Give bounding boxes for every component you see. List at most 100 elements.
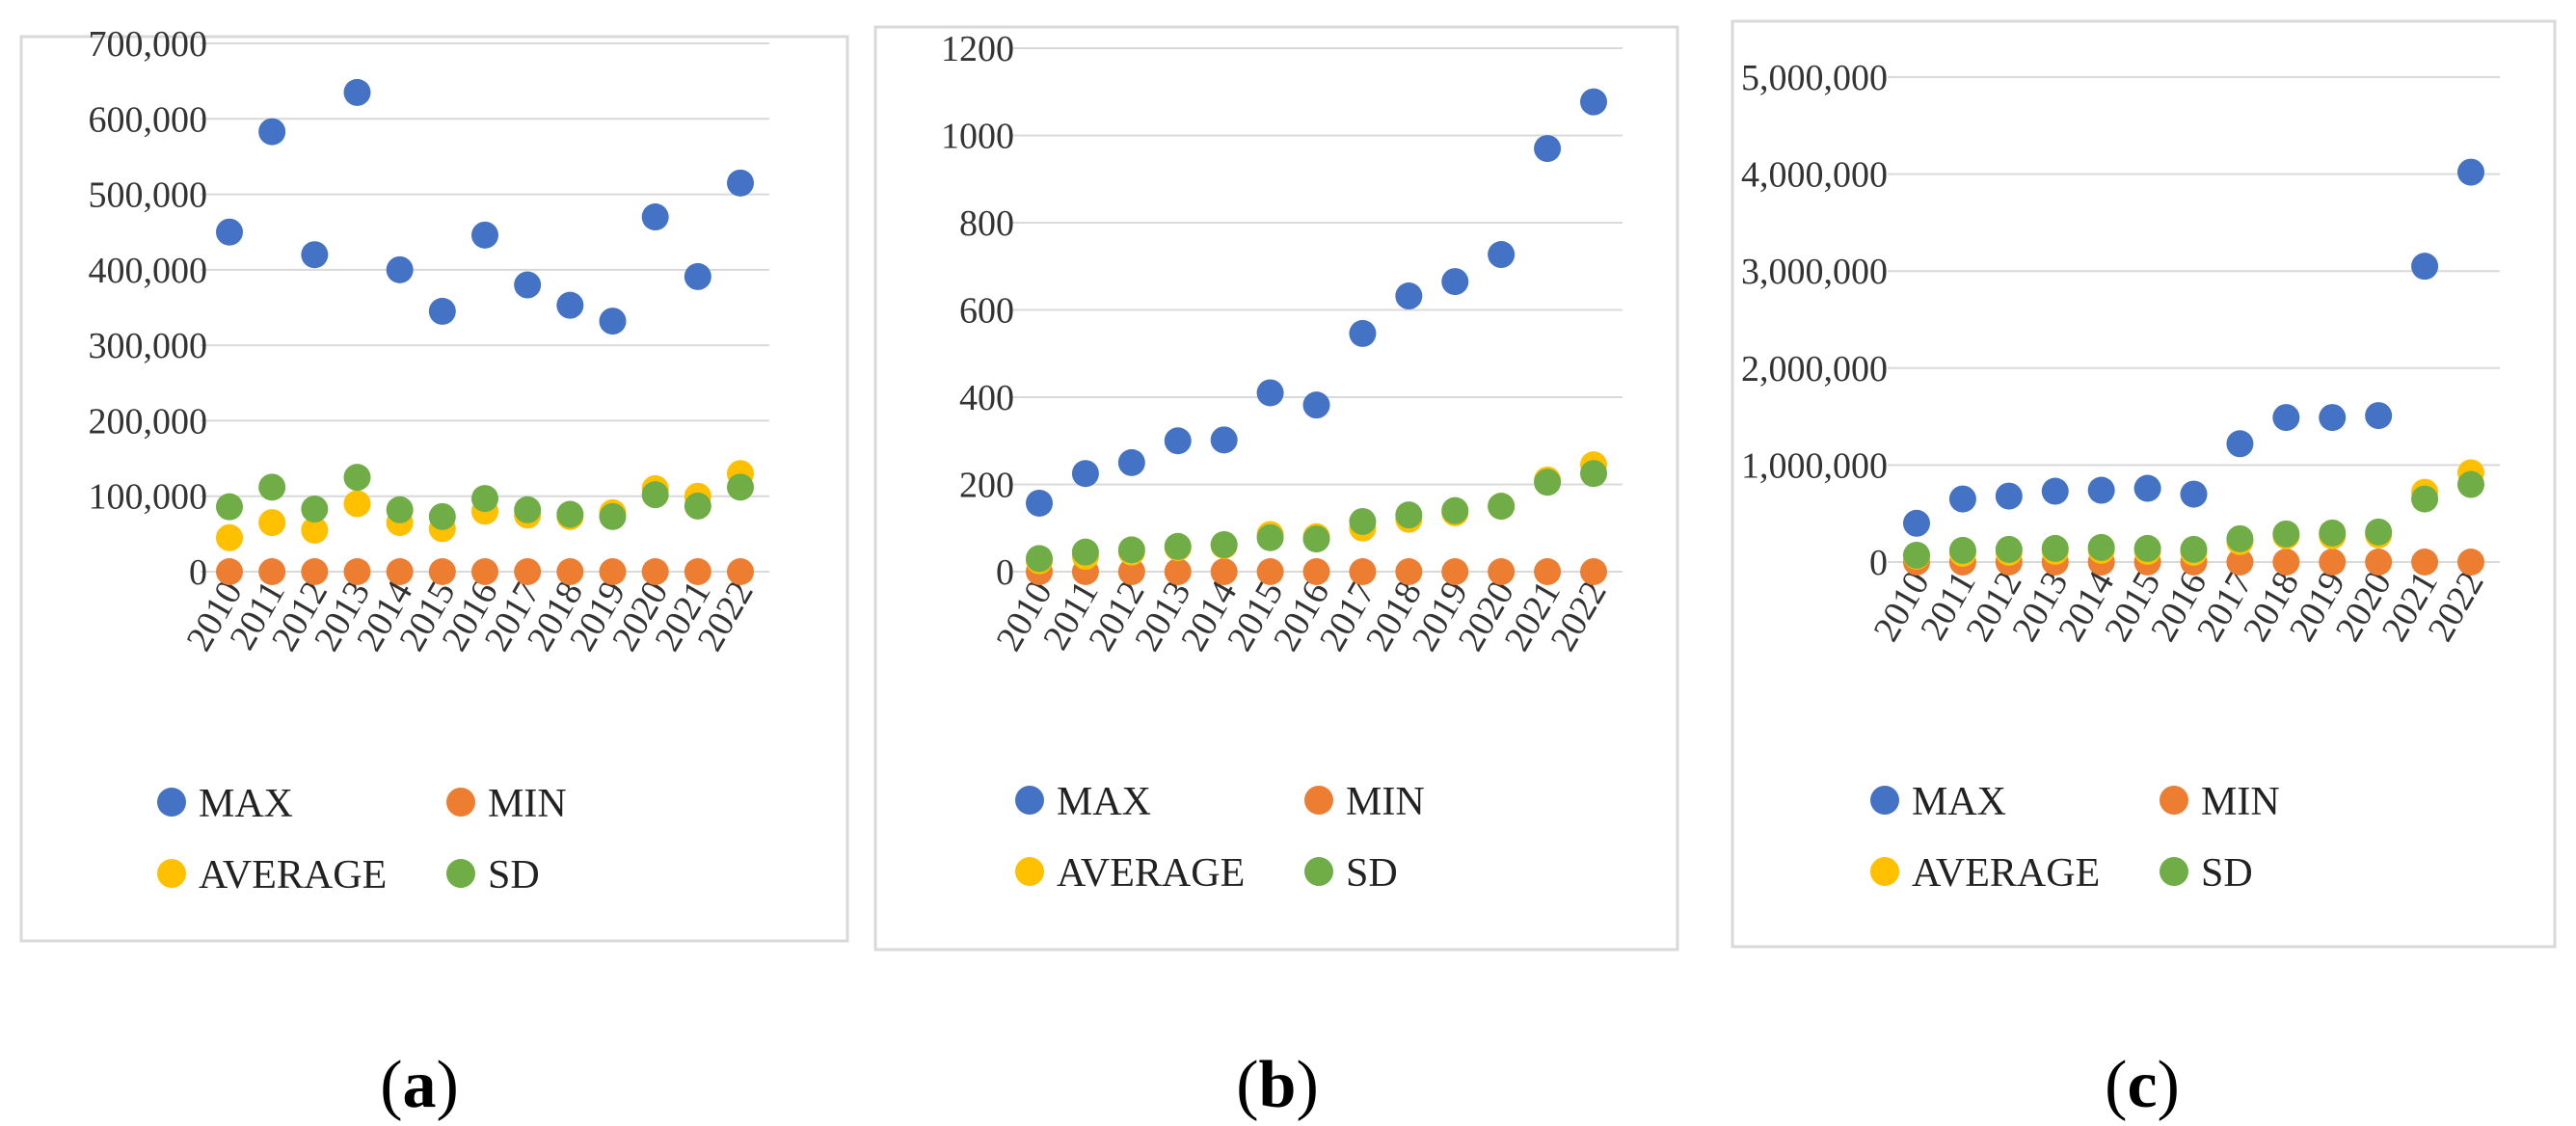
point-min <box>471 558 498 585</box>
point-min <box>1302 558 1330 585</box>
legend-b-sd-marker <box>1304 857 1333 886</box>
legend-c-sd-label: SD <box>2201 851 2253 896</box>
point-max <box>343 78 371 106</box>
legend-c-average-marker <box>1870 857 1899 886</box>
point-min <box>2411 549 2439 576</box>
point-min <box>1441 558 1469 585</box>
point-max <box>1117 448 1145 476</box>
point-max <box>1395 282 1423 310</box>
point-min <box>2319 549 2347 576</box>
legend-c-sd-marker <box>2160 857 2188 886</box>
point-min <box>1256 558 1284 585</box>
y-tick-label: 0 <box>189 552 207 593</box>
point-sd <box>2319 519 2347 547</box>
point-max <box>599 308 627 335</box>
y-tick-label: 3,000,000 <box>1741 252 1888 292</box>
point-sd <box>1026 545 1053 573</box>
point-sd <box>2226 524 2254 552</box>
point-max <box>1488 241 1516 269</box>
point-min <box>2226 549 2254 576</box>
point-max <box>1580 88 1607 116</box>
y-tick-label: 0 <box>996 552 1014 593</box>
point-sd <box>556 500 584 528</box>
chart-panel-b: 0 200 400 600 800 1000 1200 201020112012201320… <box>873 25 1679 1122</box>
legend-a-average-marker <box>157 859 186 888</box>
point-sd <box>216 493 243 521</box>
legend-a-max-label: MAX <box>199 782 293 826</box>
point-sd <box>258 473 286 501</box>
chart-a-x-tick-labels: 2010201120122013201420152016201720182019… <box>178 575 761 658</box>
point-min <box>2272 549 2300 576</box>
point-sd <box>1210 530 1238 558</box>
y-tick-label: 1200 <box>941 29 1014 69</box>
point-sd <box>2180 535 2208 563</box>
legend-a-sd-marker <box>446 859 475 888</box>
y-tick-label: 400 <box>959 378 1014 418</box>
point-max <box>2457 158 2484 186</box>
point-average <box>258 509 286 537</box>
point-max <box>301 241 329 269</box>
point-max <box>1903 509 1930 537</box>
point-min <box>1117 558 1145 585</box>
legend-b-max-marker <box>1015 786 1044 815</box>
point-max <box>1071 460 1099 488</box>
chart-c-points <box>1903 158 2484 576</box>
chart-b-x-tick-labels: 2010201120122013201420152016201720182019… <box>988 575 1614 658</box>
point-min <box>1349 558 1377 585</box>
point-sd <box>727 473 754 501</box>
legend-a-average-label: AVERAGE <box>199 853 387 898</box>
point-sd <box>1534 469 1562 496</box>
point-min <box>386 558 414 585</box>
point-sd <box>1441 496 1469 524</box>
point-sd <box>1580 460 1607 488</box>
point-sd <box>1302 525 1330 553</box>
point-min <box>216 558 243 585</box>
chart-a-legend: MAX MIN AVERAGE SD <box>157 782 567 898</box>
point-max <box>1164 427 1192 455</box>
y-tick-label: 200,000 <box>89 401 208 442</box>
y-tick-label: 1000 <box>941 117 1014 157</box>
point-min <box>1534 558 1562 585</box>
chart-b-points <box>1026 88 1607 585</box>
point-max <box>428 297 456 325</box>
point-sd <box>2133 534 2161 562</box>
point-min <box>514 558 542 585</box>
y-tick-label: 600 <box>959 291 1014 332</box>
legend-c-min-label: MIN <box>2201 780 2280 824</box>
y-tick-label: 500,000 <box>89 175 208 216</box>
point-max <box>471 221 498 249</box>
point-min <box>2365 549 2393 576</box>
y-tick-label: 300,000 <box>89 326 208 366</box>
point-max <box>1026 489 1053 517</box>
point-min <box>641 558 669 585</box>
point-sd <box>343 464 371 492</box>
point-sd <box>2411 485 2439 513</box>
point-max <box>1995 482 2023 510</box>
point-max <box>556 291 584 319</box>
chart-a-frame <box>19 35 849 943</box>
point-min <box>1488 558 1516 585</box>
point-min <box>727 558 754 585</box>
point-sd <box>1164 532 1192 560</box>
point-average <box>301 516 329 544</box>
point-sd <box>428 502 456 530</box>
legend-b-min-label: MIN <box>1346 780 1425 824</box>
point-max <box>684 262 711 290</box>
y-tick-label: 700,000 <box>89 24 208 65</box>
point-average <box>343 490 371 518</box>
chart-panel-c: 0 1,000,000 2,000,000 3,000,000 4,000,000 5,0… <box>1731 19 2557 1122</box>
point-max <box>1948 485 1976 513</box>
point-max <box>1302 391 1330 419</box>
point-max <box>727 169 754 197</box>
legend-b-average-marker <box>1015 857 1044 886</box>
point-sd <box>1488 493 1516 521</box>
y-tick-label: 5,000,000 <box>1741 58 1888 98</box>
point-max <box>2365 402 2393 430</box>
point-max <box>1441 268 1469 296</box>
legend-a-min-marker <box>446 788 475 817</box>
legend-b-average-label: AVERAGE <box>1057 851 1245 896</box>
point-max <box>2319 404 2347 432</box>
y-tick-label: 2,000,000 <box>1741 349 1888 389</box>
y-tick-label: 4,000,000 <box>1741 155 1888 196</box>
